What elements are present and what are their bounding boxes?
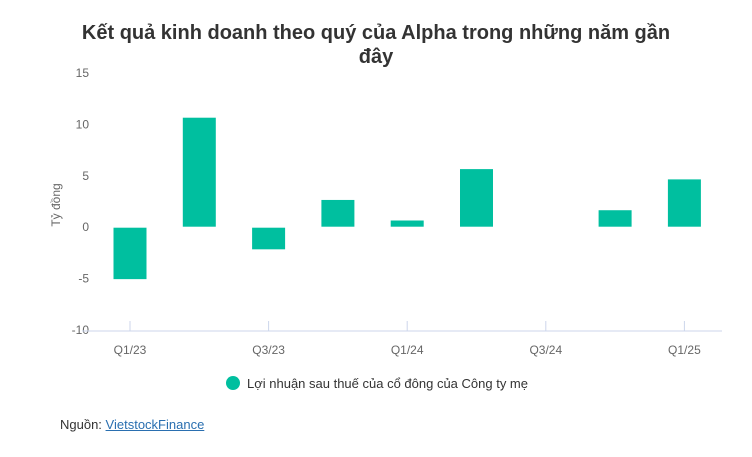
x-tick-label: Q3/23 — [252, 343, 285, 357]
legend-item[interactable]: Lợi nhuận sau thuế của cổ đông của Công … — [226, 376, 528, 391]
bar-Q1/25[interactable] — [666, 178, 702, 228]
bar-Q1/23[interactable] — [112, 226, 148, 281]
legend-marker — [226, 376, 240, 390]
bar-Q3/23[interactable] — [251, 226, 287, 251]
bar-Q4/24[interactable] — [597, 209, 633, 228]
source-label: Nguồn: — [60, 417, 102, 432]
bar-Q1/24[interactable] — [389, 219, 425, 228]
x-tick-label: Q1/23 — [114, 343, 147, 357]
y-tick-label: 0 — [82, 220, 89, 234]
bar-Q4/23[interactable] — [320, 198, 356, 228]
x-tick-label: Q3/24 — [529, 343, 562, 357]
legend-label: Lợi nhuận sau thuế của cổ đông của Công … — [247, 376, 528, 391]
chart-title-line-2: đây — [359, 46, 394, 68]
x-tick-label: Q1/24 — [391, 343, 424, 357]
y-tick-label: 10 — [76, 117, 90, 131]
y-tick-label: -5 — [78, 272, 89, 286]
y-axis-label: Tỷ đồng — [49, 183, 63, 226]
y-tick-label: 15 — [76, 66, 90, 80]
source-link[interactable]: VietstockFinance — [105, 417, 205, 432]
chart-title-line-1: Kết quả kinh doanh theo quý của Alpha tr… — [82, 22, 670, 44]
x-tick-label: Q1/25 — [668, 343, 701, 357]
y-tick-label: -10 — [72, 323, 90, 337]
bar-Q2/24[interactable] — [459, 168, 494, 228]
source-note: Nguồn: VietstockFinance — [60, 417, 204, 432]
y-tick-label: 5 — [82, 169, 89, 183]
bar-Q2/23[interactable] — [181, 116, 217, 228]
